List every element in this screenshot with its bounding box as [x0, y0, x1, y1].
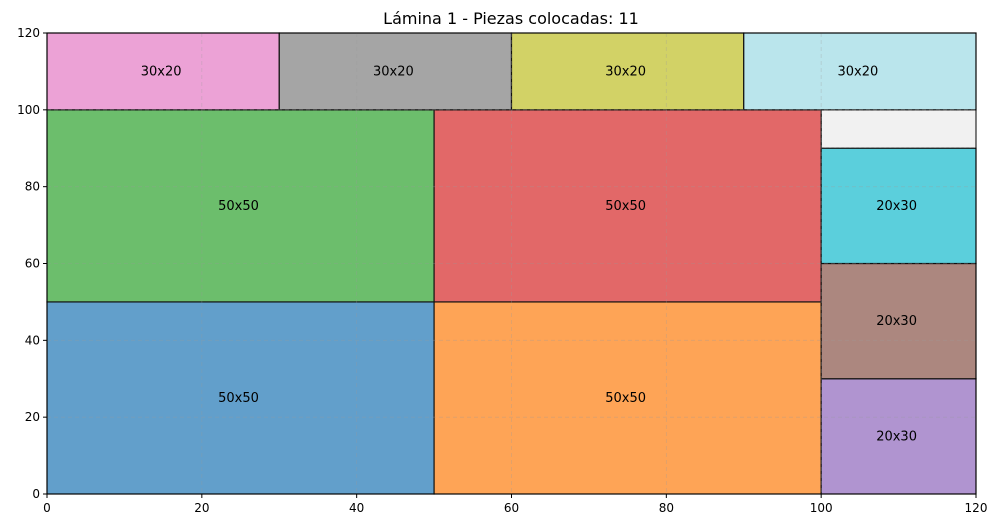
y-tick-label: 120 — [17, 26, 40, 40]
chart-title: Lámina 1 - Piezas colocadas: 11 — [383, 9, 639, 28]
y-tick-label: 60 — [25, 257, 40, 271]
y-tick-label: 0 — [32, 487, 40, 501]
empty-regions-layer — [820, 109, 977, 149]
piece-rect — [46, 301, 435, 495]
piece-label: 30x20 — [373, 64, 414, 79]
x-tick-label: 0 — [43, 501, 51, 515]
x-axis: 0 20 40 60 80 100 120 — [43, 494, 987, 515]
x-tick-label: 120 — [965, 501, 988, 515]
piece-rect — [743, 32, 977, 111]
piece-label: 50x50 — [218, 199, 259, 214]
x-tick-label: 60 — [504, 501, 519, 515]
y-tick-label: 20 — [25, 410, 40, 424]
piece-label: 50x50 — [605, 391, 646, 406]
empty-region — [820, 109, 977, 149]
pieces-layer — [46, 32, 977, 495]
x-tick-label: 100 — [810, 501, 833, 515]
x-tick-label: 80 — [659, 501, 674, 515]
y-tick-label: 80 — [25, 180, 40, 194]
piece-label: 20x30 — [876, 429, 917, 444]
piece-label: 30x20 — [605, 64, 646, 79]
piece-rect — [46, 32, 280, 111]
x-tick-label: 40 — [349, 501, 364, 515]
piece-rect — [510, 32, 745, 111]
piece-label: 50x50 — [218, 391, 259, 406]
piece-rect — [433, 301, 822, 495]
grid-layer — [47, 33, 976, 494]
piece-label: 20x30 — [876, 314, 917, 329]
piece-label: 20x30 — [876, 199, 917, 214]
piece-rect — [433, 109, 822, 303]
y-tick-label: 100 — [17, 103, 40, 117]
piece-labels-layer: 50x50 50x50 50x50 50x50 30x20 30x20 30x20 30x20… — [141, 64, 917, 444]
piece-label: 30x20 — [141, 64, 182, 79]
piece-rect — [278, 32, 513, 111]
y-axis: 0 20 40 60 80 100 120 — [17, 26, 47, 501]
x-tick-label: 20 — [194, 501, 209, 515]
y-tick-label: 40 — [25, 333, 40, 347]
piece-rect — [820, 262, 977, 380]
piece-label: 30x20 — [837, 64, 878, 79]
piece-label: 50x50 — [605, 199, 646, 214]
